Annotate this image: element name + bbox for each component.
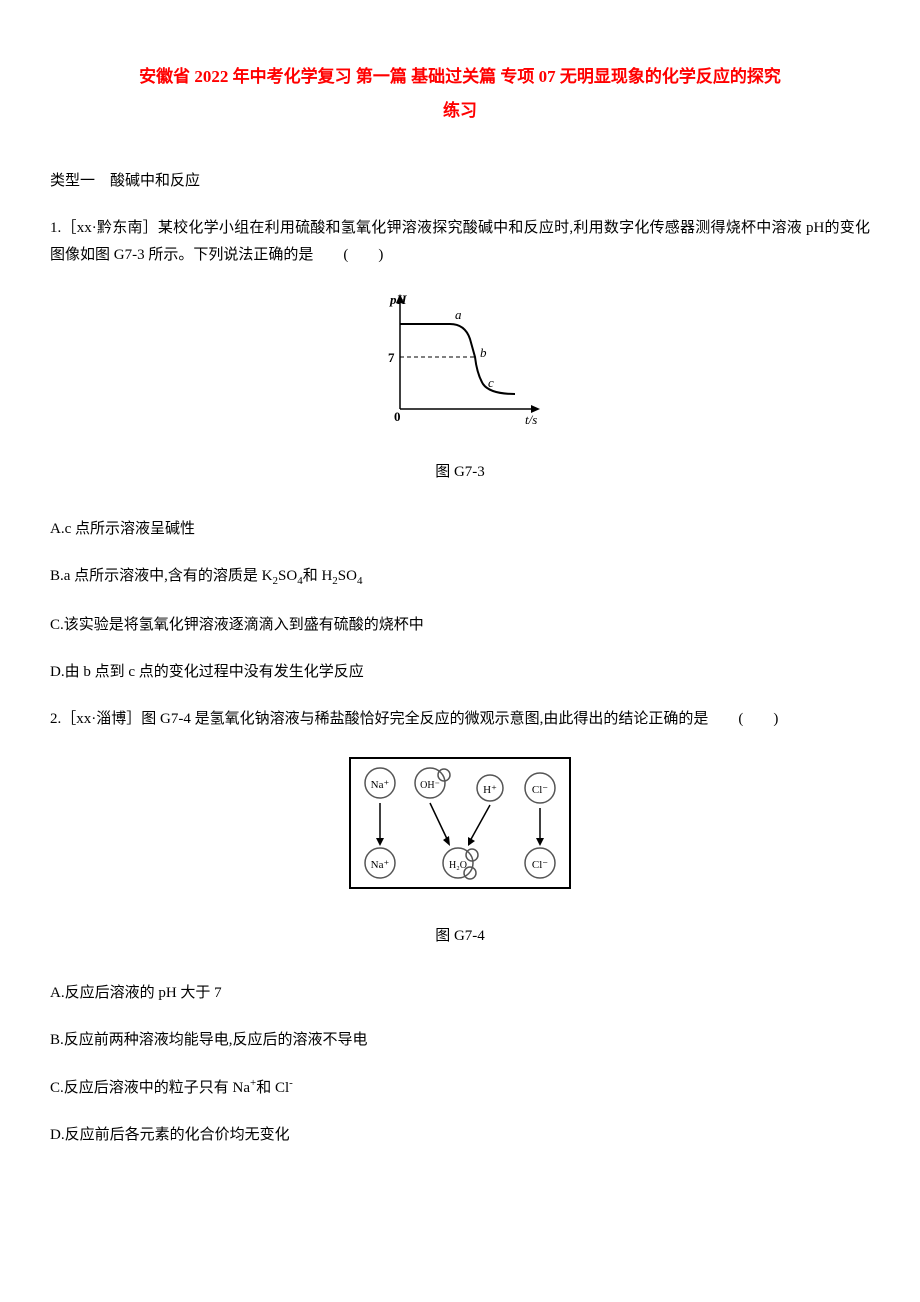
q1-optb-mid3: SO [338, 568, 357, 584]
q1-optb-mid2: 和 H [303, 568, 333, 584]
svg-text:b: b [480, 345, 487, 360]
figure-2-container: Na⁺ OH⁻ H⁺ Cl⁻ Na⁺ H₂O Cl⁻ [50, 753, 870, 903]
title-line-1: 安徽省 2022 年中考化学复习 第一篇 基础过关篇 专项 07 无明显现象的化… [139, 67, 781, 86]
svg-text:Cl⁻: Cl⁻ [532, 859, 548, 871]
q2-option-b: B.反应前两种溶液均能导电,反应后的溶液不导电 [50, 1027, 870, 1054]
q1-option-a: A.c 点所示溶液呈碱性 [50, 516, 870, 543]
q2-optc-mid: 和 Cl [256, 1080, 289, 1096]
ph-graph: pH t/s 0 7 a b c [370, 289, 550, 429]
svg-text:t/s: t/s [525, 412, 537, 427]
svg-text:H⁺: H⁺ [483, 784, 497, 796]
figure-1-container: pH t/s 0 7 a b c [50, 289, 870, 439]
q1-optb-mid1: SO [278, 568, 297, 584]
q1-option-b: B.a 点所示溶液中,含有的溶质是 K2SO4和 H2SO4 [50, 563, 870, 592]
q1-option-c: C.该实验是将氢氧化钾溶液逐滴滴入到盛有硫酸的烧杯中 [50, 612, 870, 639]
svg-text:Cl⁻: Cl⁻ [532, 784, 548, 796]
q2-option-c: C.反应后溶液中的粒子只有 Na+和 Cl- [50, 1074, 870, 1102]
svg-text:Na⁺: Na⁺ [371, 779, 390, 791]
q2-option-a: A.反应后溶液的 pH 大于 7 [50, 980, 870, 1007]
reaction-diagram: Na⁺ OH⁻ H⁺ Cl⁻ Na⁺ H₂O Cl⁻ [345, 753, 575, 893]
title-line-2: 练习 [443, 101, 477, 120]
question-1-text: 1.［xx·黔东南］某校化学小组在利用硫酸和氢氧化钾溶液探究酸碱中和反应时,利用… [50, 215, 870, 269]
q1-option-d: D.由 b 点到 c 点的变化过程中没有发生化学反应 [50, 659, 870, 686]
q2-optc-prefix: C.反应后溶液中的粒子只有 Na [50, 1080, 250, 1096]
document-title: 安徽省 2022 年中考化学复习 第一篇 基础过关篇 专项 07 无明显现象的化… [50, 60, 870, 128]
svg-text:OH⁻: OH⁻ [420, 780, 440, 791]
svg-text:H₂O: H₂O [449, 860, 467, 871]
figure-1-caption: 图 G7-3 [50, 459, 870, 486]
svg-text:pH: pH [389, 292, 408, 307]
svg-text:a: a [455, 307, 462, 322]
question-2-text: 2.［xx·淄博］图 G7-4 是氢氧化钠溶液与稀盐酸恰好完全反应的微观示意图,… [50, 706, 870, 733]
q2-option-d: D.反应前后各元素的化合价均无变化 [50, 1122, 870, 1149]
q1-optb-sub4: 4 [357, 575, 363, 587]
section-header-1: 类型一 酸碱中和反应 [50, 168, 870, 195]
q1-optb-prefix: B.a 点所示溶液中,含有的溶质是 K [50, 568, 273, 584]
svg-text:0: 0 [394, 409, 401, 424]
svg-text:7: 7 [388, 350, 395, 365]
svg-text:c: c [488, 375, 494, 390]
q2-optc-sup2: - [289, 1077, 293, 1089]
svg-text:Na⁺: Na⁺ [371, 859, 390, 871]
figure-2-caption: 图 G7-4 [50, 923, 870, 950]
